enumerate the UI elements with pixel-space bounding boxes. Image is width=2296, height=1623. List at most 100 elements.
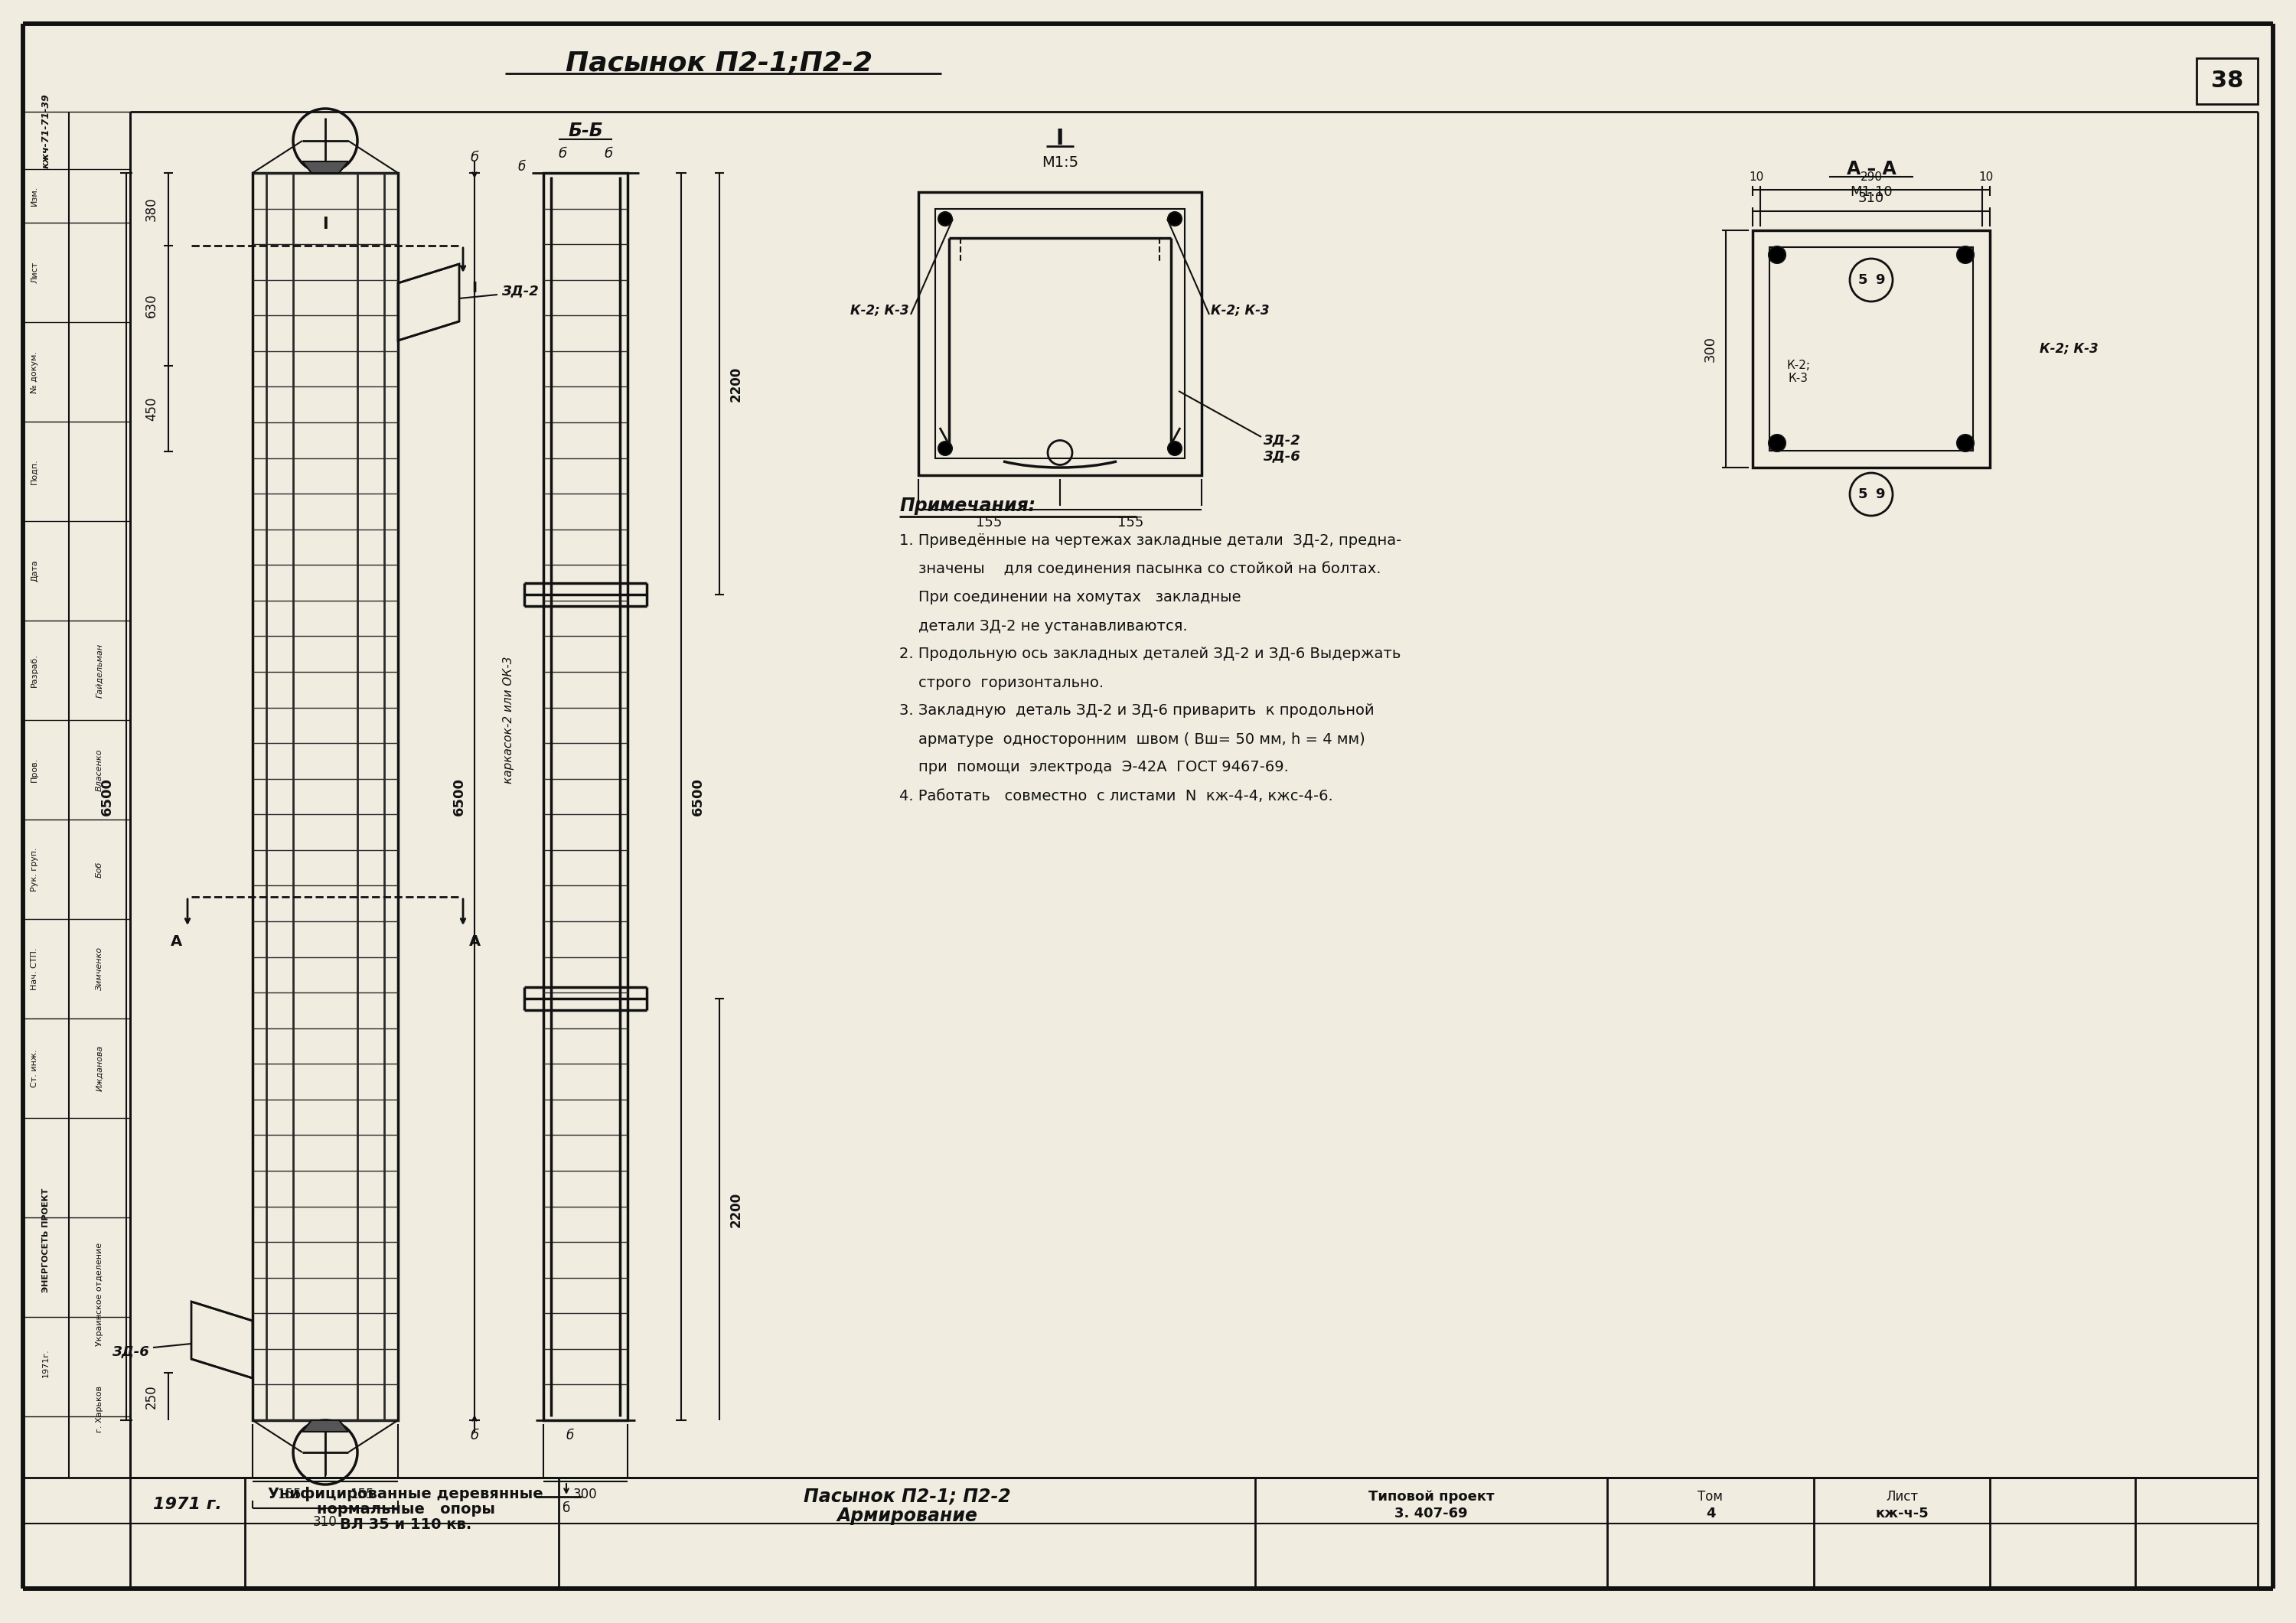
Text: 290: 290 xyxy=(1860,170,1883,182)
Text: 4: 4 xyxy=(1706,1506,1715,1521)
Text: б: б xyxy=(558,148,567,161)
Text: 300: 300 xyxy=(574,1488,597,1501)
Text: Рук. груп.: Рук. груп. xyxy=(30,847,39,891)
Text: Гайдельман: Гайдельман xyxy=(96,643,103,698)
Text: 38: 38 xyxy=(2211,70,2243,93)
Text: кж-ч-5: кж-ч-5 xyxy=(1876,1506,1929,1521)
Text: 2200: 2200 xyxy=(730,1191,744,1227)
Text: строго  горизонтально.: строго горизонтально. xyxy=(900,675,1104,690)
Text: при  помощи  электрода  Э-42А  ГОСТ 9467-69.: при помощи электрода Э-42А ГОСТ 9467-69. xyxy=(900,760,1288,774)
Text: 450: 450 xyxy=(145,396,158,420)
Text: К-2; К-3: К-2; К-3 xyxy=(1210,304,1270,318)
Text: 155: 155 xyxy=(976,516,1003,529)
Text: А: А xyxy=(170,933,181,948)
Text: 5: 5 xyxy=(1857,487,1867,502)
Circle shape xyxy=(1768,247,1786,263)
Text: детали ЗД-2 не устанавливаются.: детали ЗД-2 не устанавливаются. xyxy=(900,618,1187,633)
Text: б: б xyxy=(471,151,480,164)
Text: Том: Том xyxy=(1697,1490,1722,1503)
Text: 250: 250 xyxy=(145,1384,158,1409)
Text: кжч-71-71-39: кжч-71-71-39 xyxy=(41,94,51,169)
Text: 2. Продольную ось закладных деталей ЗД-2 и ЗД-6 Выдержать: 2. Продольную ось закладных деталей ЗД-2… xyxy=(900,648,1401,662)
Text: К-2;
К-3: К-2; К-3 xyxy=(1786,359,1809,385)
Text: 155: 155 xyxy=(349,1488,374,1501)
Text: 1971 г.: 1971 г. xyxy=(154,1496,223,1513)
Bar xyxy=(934,209,1185,458)
Text: М1:5: М1:5 xyxy=(1042,156,1079,170)
Text: I: I xyxy=(321,216,328,232)
Circle shape xyxy=(1768,435,1786,451)
Text: Зимченко: Зимченко xyxy=(96,946,103,990)
Text: ЭНЕРГОСЕТЬ ПРОЕКТ: ЭНЕРГОСЕТЬ ПРОЕКТ xyxy=(41,1188,51,1292)
Text: 9: 9 xyxy=(1876,273,1885,287)
Text: Типовой проект: Типовой проект xyxy=(1368,1490,1495,1503)
Text: Б-Б: Б-Б xyxy=(567,122,604,140)
Text: г. Харьков: г. Харьков xyxy=(96,1386,103,1431)
Text: I: I xyxy=(1056,128,1063,149)
Text: 6500: 6500 xyxy=(101,777,115,816)
Text: 6500: 6500 xyxy=(452,777,466,816)
Circle shape xyxy=(939,213,953,226)
Text: Пасынок П2-1;П2-2: Пасынок П2-1;П2-2 xyxy=(565,50,872,76)
Text: арматуре  односторонним  швом ( Вш= 50 мм, h = 4 мм): арматуре односторонним швом ( Вш= 50 мм,… xyxy=(900,732,1366,747)
Text: 155: 155 xyxy=(278,1488,301,1501)
Text: ВЛ 35 и 110 кв.: ВЛ 35 и 110 кв. xyxy=(340,1518,471,1532)
Bar xyxy=(544,174,627,1420)
Bar xyxy=(1770,247,1972,451)
Text: М1:10: М1:10 xyxy=(1851,185,1892,200)
Polygon shape xyxy=(303,161,349,174)
Text: значены    для соединения пасынка со стойкой на болтах.: значены для соединения пасынка со стойко… xyxy=(900,562,1382,576)
Text: 310: 310 xyxy=(312,1516,338,1529)
Circle shape xyxy=(1169,441,1182,456)
Text: б: б xyxy=(567,1428,574,1443)
Text: 6500: 6500 xyxy=(691,777,705,816)
Polygon shape xyxy=(303,1420,349,1431)
Text: 1971г.: 1971г. xyxy=(41,1349,51,1378)
Text: Армирование: Армирование xyxy=(836,1506,978,1526)
Text: Изм.: Изм. xyxy=(30,185,39,206)
Bar xyxy=(2197,58,2257,104)
Text: Нач. СТП.: Нач. СТП. xyxy=(30,948,39,990)
Circle shape xyxy=(939,441,953,456)
Text: ЗД-2
ЗД-6: ЗД-2 ЗД-6 xyxy=(1263,433,1300,463)
Text: 155: 155 xyxy=(1118,516,1143,529)
Text: А – А: А – А xyxy=(1846,161,1896,179)
Text: б: б xyxy=(519,161,526,174)
Text: К-2; К-3: К-2; К-3 xyxy=(2039,342,2099,355)
Text: б: б xyxy=(563,1501,569,1516)
Text: Ст. инж.: Ст. инж. xyxy=(30,1048,39,1087)
Text: Примечания:: Примечания: xyxy=(900,497,1035,514)
Bar xyxy=(918,192,1201,476)
Text: каркасок-2 или ОК-3: каркасок-2 или ОК-3 xyxy=(503,656,514,784)
Circle shape xyxy=(1169,213,1182,226)
Text: 630: 630 xyxy=(145,294,158,318)
Bar xyxy=(1752,230,1991,467)
Text: Ижданова: Ижданова xyxy=(96,1045,103,1091)
Text: К-2; К-3: К-2; К-3 xyxy=(850,304,909,318)
Text: 10: 10 xyxy=(1979,170,1993,182)
Text: б: б xyxy=(471,1428,480,1443)
Text: 4. Работать   совместно  с листами  N  кж-4-4, кжс-4-6.: 4. Работать совместно с листами N кж-4-4… xyxy=(900,789,1334,803)
Text: ЗД-2: ЗД-2 xyxy=(501,284,540,297)
Text: Унифицированные деревянные: Унифицированные деревянные xyxy=(269,1487,544,1501)
Text: 2200: 2200 xyxy=(730,367,744,401)
Text: А: А xyxy=(468,933,480,948)
Text: При соединении на хомутах   закладные: При соединении на хомутах закладные xyxy=(900,591,1240,605)
Text: Власенко: Власенко xyxy=(96,748,103,790)
Text: Пасынок П2-1; П2-2: Пасынок П2-1; П2-2 xyxy=(804,1488,1010,1506)
Circle shape xyxy=(1956,435,1975,451)
Text: Подп.: Подп. xyxy=(30,458,39,484)
Text: № докум.: № докум. xyxy=(30,351,39,393)
Circle shape xyxy=(1956,247,1975,263)
Text: Разраб.: Разраб. xyxy=(30,654,39,687)
Text: 1. Приведённые на чертежах закладные детали  ЗД-2, предна-: 1. Приведённые на чертежах закладные дет… xyxy=(900,534,1401,549)
Text: ЗД-6: ЗД-6 xyxy=(113,1344,149,1358)
Text: 3. Закладную  деталь ЗД-2 и ЗД-6 приварить  к продольной: 3. Закладную деталь ЗД-2 и ЗД-6 приварит… xyxy=(900,704,1375,717)
Text: Дата: Дата xyxy=(30,560,39,583)
Text: Боб: Боб xyxy=(96,862,103,878)
Text: 300: 300 xyxy=(1704,336,1717,362)
Text: I: I xyxy=(471,281,478,295)
Text: 310: 310 xyxy=(1857,192,1885,204)
Text: Пров.: Пров. xyxy=(30,758,39,782)
Text: Лист: Лист xyxy=(30,261,39,284)
